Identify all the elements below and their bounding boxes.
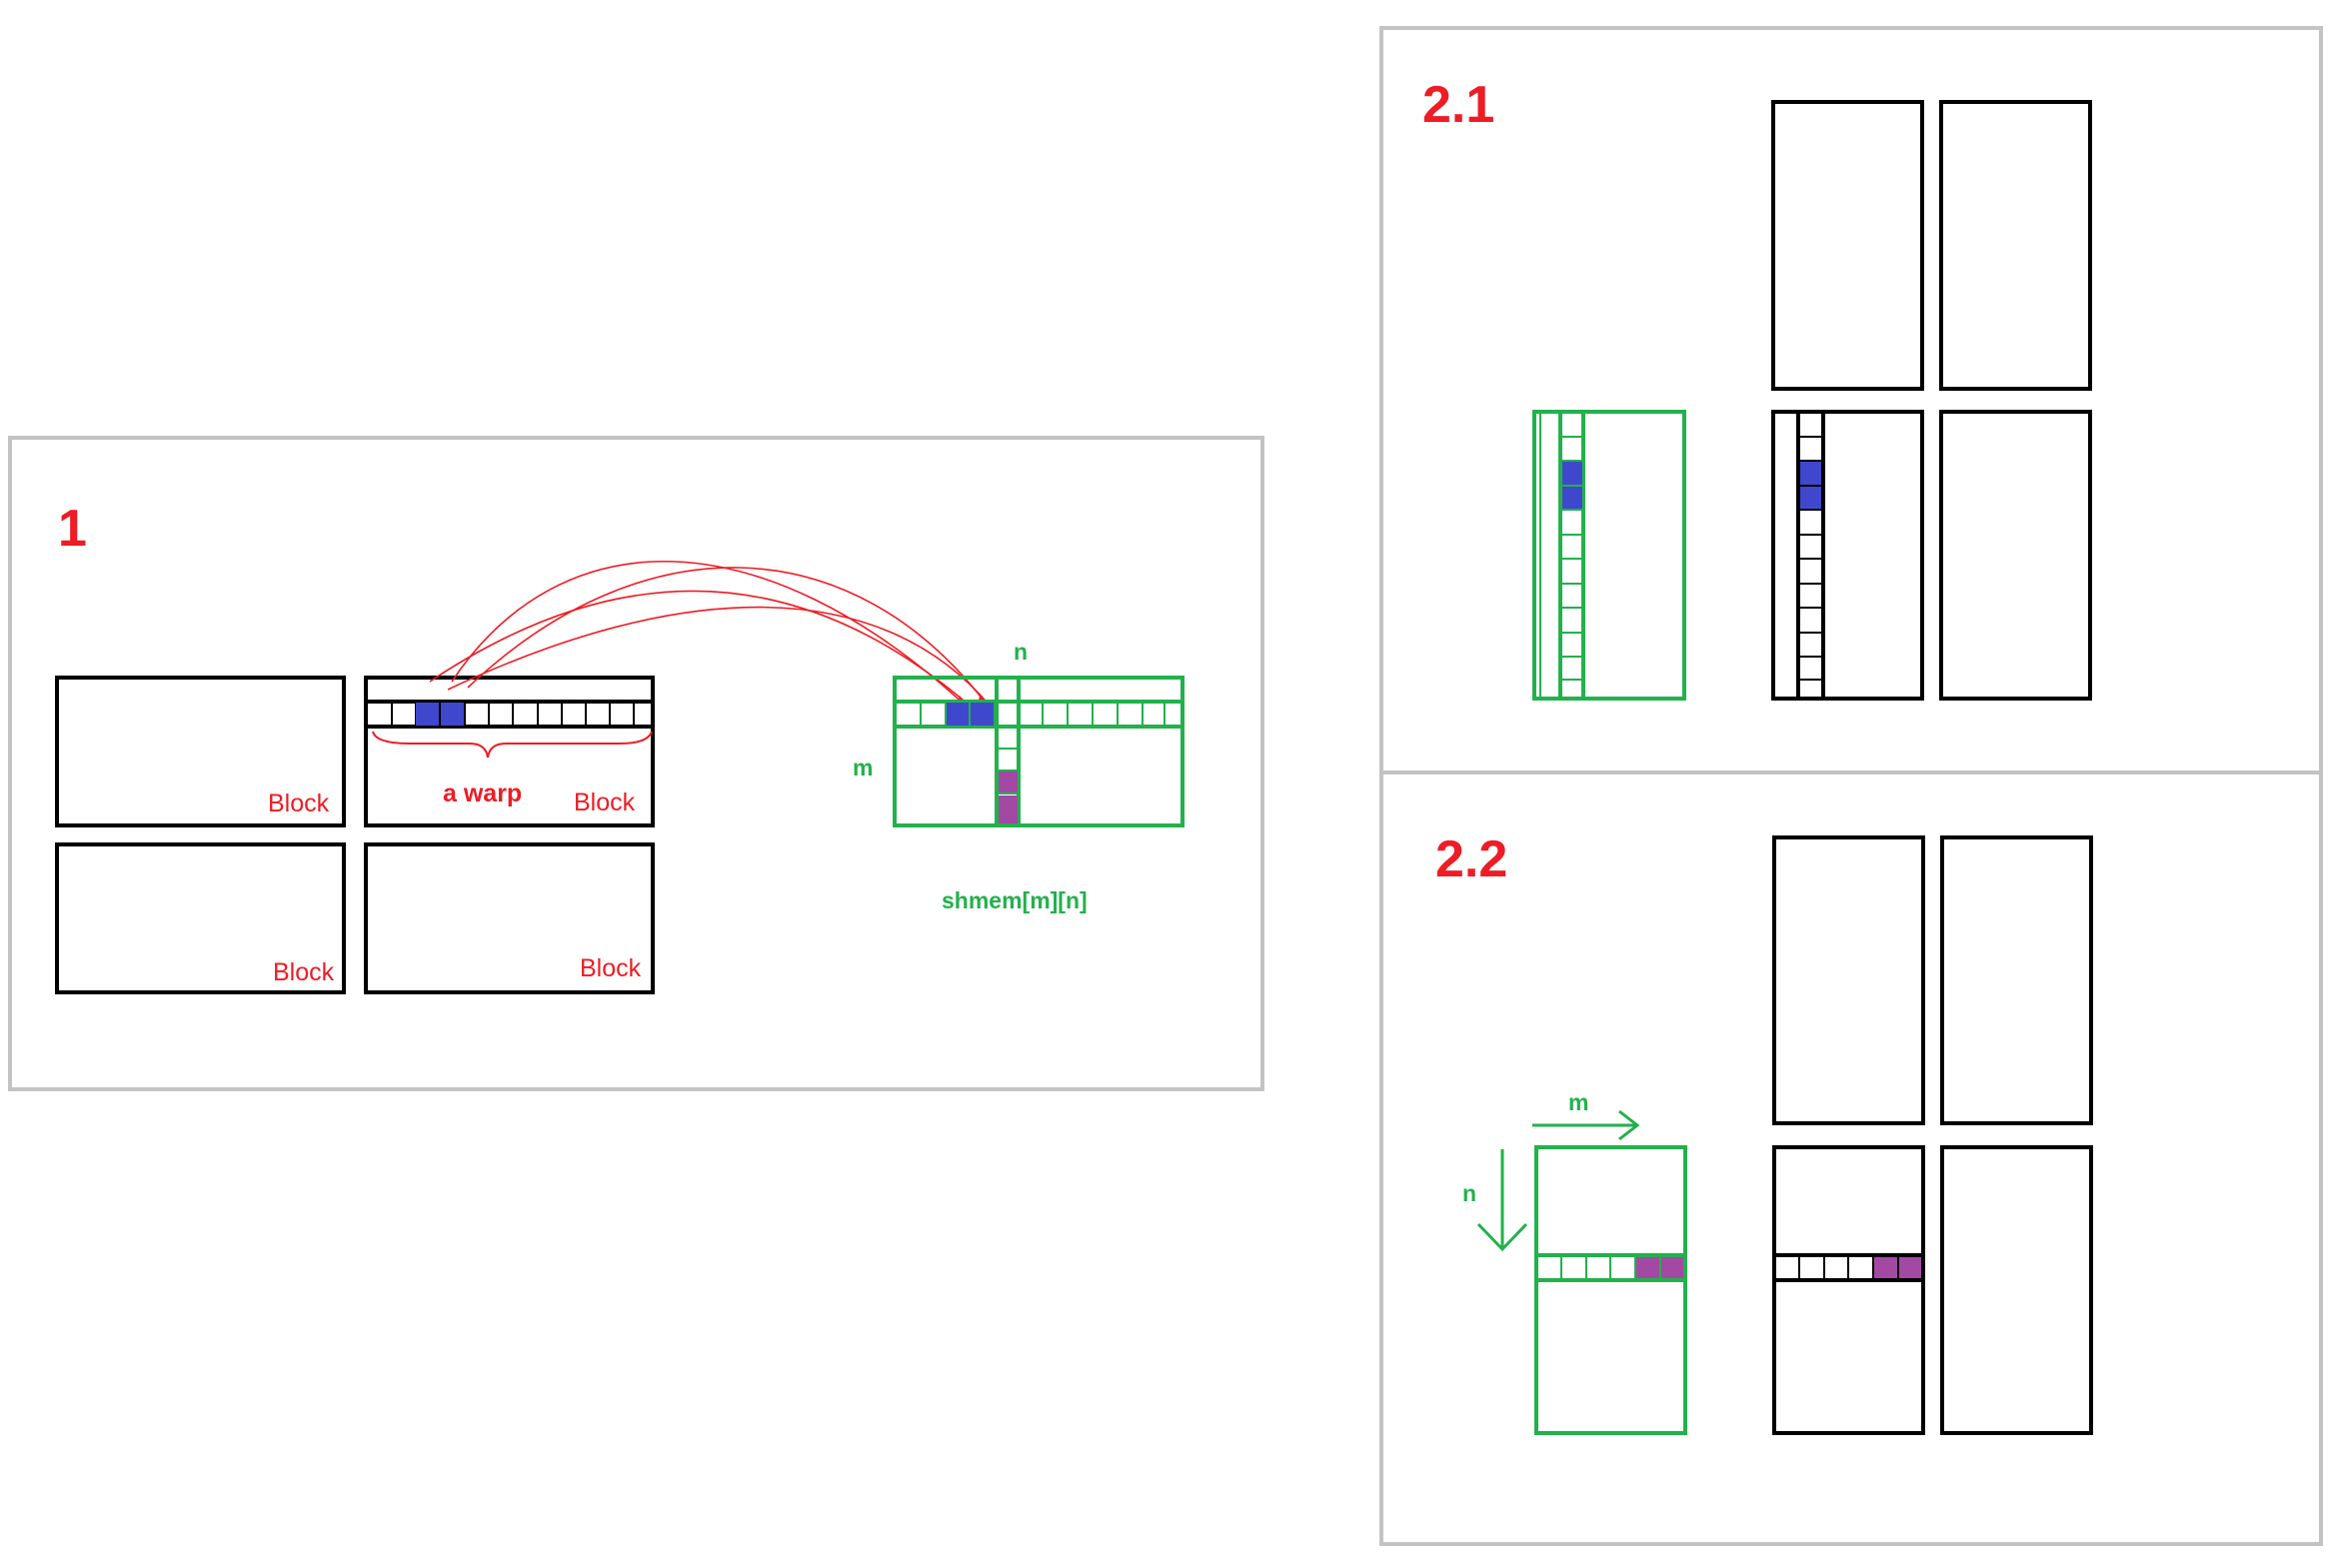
arrow-down-icon [1476,1149,1528,1252]
arrow-n-label: n [1462,1180,1476,1206]
shmem-label: shmem[m][n] [942,887,1088,913]
load-arrows [429,560,992,710]
thread-loaded [416,703,440,726]
block-a-top-right [1939,100,2092,391]
block-top-right [364,676,655,827]
panel-2-1-frame [1379,26,2323,775]
thread-loaded [1800,486,1821,510]
shmem-frame [1532,410,1686,701]
block-b-top-right [1940,835,2093,1125]
block-label: Block [273,958,335,986]
block-a-bottom-left [1771,410,1924,701]
block-label: Block [580,954,642,982]
block-a-thread-column [1796,412,1825,699]
block-bottom-right [364,842,655,994]
block-b-top-left [1772,835,1925,1125]
block-b-bottom-left [1772,1145,1925,1435]
shmem-frame [1534,1145,1687,1435]
block-bottom-left [55,842,346,994]
shmem-m-label: m [853,755,873,781]
shmem-cell-read [1636,1257,1659,1278]
shmem-cell-read [999,795,1018,823]
block-b-bottom-right [1940,1145,2093,1435]
block-top-left [55,676,346,827]
warp-thread-row [391,702,635,727]
panel-1-number: 1 [58,500,87,558]
block-a-top-left [1771,100,1924,391]
shmem-cell-loaded [971,703,995,726]
panel-1-frame [8,436,1264,1091]
thread-read [1874,1257,1897,1278]
panel-2-2-number: 2.2 [1435,830,1507,888]
block-label: Block [268,789,330,817]
shmem-grid [893,676,1184,827]
shmem-cell-read [999,772,1018,792]
thread-read [1898,1257,1921,1278]
thread-loaded [1800,462,1821,485]
shmem-cell-loaded [1562,486,1582,510]
shmem-cell-loaded [1562,462,1582,485]
shmem-n-label: n [1014,639,1028,665]
shmem-frame [893,676,1184,827]
arrow-m-label: m [1568,1089,1588,1115]
warp-brace [372,731,653,759]
thread-loaded [441,703,465,726]
warp-label: a warp [443,780,522,807]
shmem-grid-2-2 [1534,1145,1687,1435]
block-b-thread-row [1774,1253,1923,1282]
shmem-grid-2-1 [1532,410,1686,701]
block-a-bottom-right [1939,410,2092,701]
panel-2-2-frame [1379,771,2323,1546]
shmem-cell-loaded [946,703,970,726]
shmem-cell-read [1660,1257,1683,1278]
panel-2-1-number: 2.1 [1422,76,1494,134]
block-label: Block [574,788,636,816]
arrow-right-icon [1532,1109,1640,1141]
